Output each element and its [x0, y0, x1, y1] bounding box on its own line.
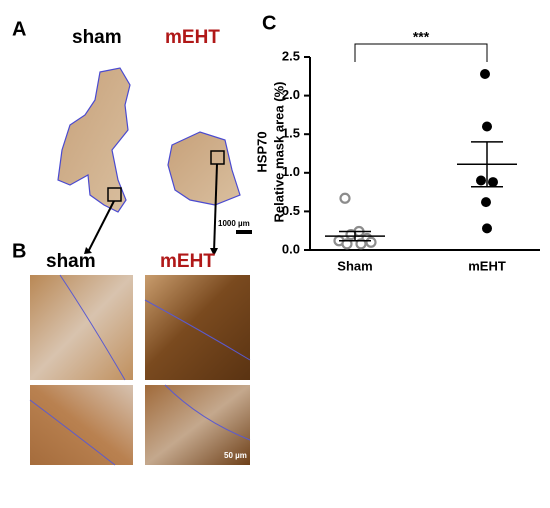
- error-bar: [339, 230, 371, 242]
- micrograph: [30, 385, 133, 465]
- data-point: [482, 223, 492, 234]
- data-point: [476, 175, 486, 186]
- y-tick-label: 2.5: [282, 48, 300, 63]
- y-tick-label: 1.0: [282, 164, 300, 179]
- micrograph: [145, 275, 250, 380]
- tissue: [167, 131, 241, 206]
- group-label: mEHT: [165, 27, 220, 48]
- data-point: [488, 177, 498, 188]
- x-tick-label: mEHT: [468, 258, 506, 273]
- y-tick-label: 1.5: [282, 126, 300, 141]
- y-axis-title: Relative mask area (%): [271, 82, 286, 223]
- arrowhead: [210, 248, 218, 256]
- micrograph: [145, 385, 250, 465]
- y-tick-label: 0.0: [282, 241, 300, 256]
- significance: ***: [413, 29, 430, 45]
- data-point: [355, 238, 367, 250]
- scale-label: 50 µm: [224, 451, 247, 460]
- data-point: [481, 197, 491, 208]
- panel-label: C: [262, 12, 276, 34]
- group-label: sham: [72, 27, 122, 48]
- data-point: [365, 236, 377, 248]
- arrow: [213, 163, 218, 253]
- data-point: [482, 121, 492, 132]
- group-label: mEHT: [160, 251, 215, 272]
- roi-box: [107, 187, 122, 202]
- data-point: [341, 238, 353, 250]
- error-bar: [471, 141, 503, 188]
- panel-label: B: [12, 240, 26, 262]
- x-tick-label: Sham: [337, 258, 372, 273]
- micrograph: [30, 275, 133, 380]
- boundary: [29, 274, 251, 466]
- scale-label: 1000 µm: [218, 219, 250, 228]
- y-axis-title: HSP70: [254, 131, 269, 172]
- panel-label: A: [12, 18, 26, 40]
- arrow: [87, 200, 115, 253]
- roi-box: [210, 150, 225, 165]
- arrowhead: [84, 247, 92, 254]
- group-label: sham: [46, 251, 96, 272]
- y-tick-label: 2.0: [282, 87, 300, 102]
- data-point: [480, 68, 490, 79]
- tissue: [57, 67, 131, 213]
- significance-bracket: [354, 43, 488, 62]
- y-tick-label: 0.5: [282, 203, 300, 218]
- data-point: [339, 192, 351, 204]
- scale-bar: [236, 230, 252, 234]
